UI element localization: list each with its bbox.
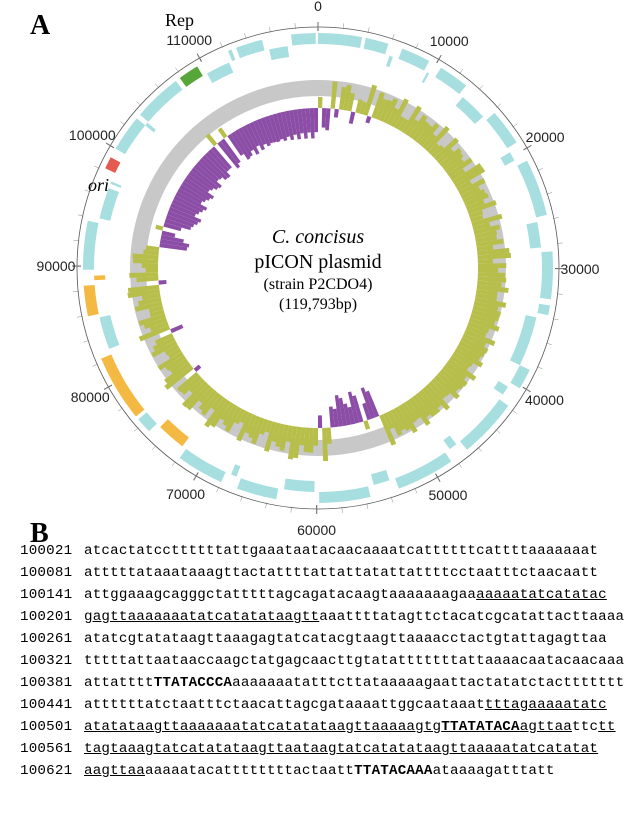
sequence-run: aaaaatacattttttttactaatt xyxy=(145,763,354,779)
tick-label: 100000 xyxy=(69,127,116,143)
sequence-run: agttaa xyxy=(520,719,572,735)
tick-label: 40000 xyxy=(525,392,564,408)
sequence-run: attggaaagcagggctatttttagcagatacaagtaaaaa… xyxy=(84,587,476,603)
center-line4: (119,793bp) xyxy=(208,295,428,315)
sequence-run: aaattttatagttctacatcgcatattacttaaaa xyxy=(319,609,624,625)
sequence-row: 100021atcactatccttttttattgaaataatacaacaa… xyxy=(20,540,624,562)
tick-label: 90000 xyxy=(37,258,76,274)
tick-label: 110000 xyxy=(166,32,212,48)
sequence-run: attttttatctaatttctaacattagcgataaaattggca… xyxy=(84,697,485,713)
tick-label: 0 xyxy=(314,0,322,14)
center-line3: (strain P2CDO4) xyxy=(208,275,428,295)
sequence-row: 100081atttttataaataaagttactattttattattat… xyxy=(20,562,624,584)
sequence-run: tagtaaagtatcatatataagttaataagtatcatatata… xyxy=(84,741,598,757)
sequence-row: 100201gagttaaaaaaatatcatatataagttaaatttt… xyxy=(20,606,624,628)
sequence-run: atatcgtatataagttaaagagtatcatacgtaagttaaa… xyxy=(84,631,607,647)
sequence-position: 100441 xyxy=(20,694,84,716)
sequence-run: atatataagttaaaaaaatatcatatataagttaaaaagt… xyxy=(84,719,441,735)
sequence-position: 100381 xyxy=(20,672,84,694)
sequence-run: attatttt xyxy=(84,675,154,691)
sequence-run: aaaaaaatatttcttataaaaagaattactatatctactt… xyxy=(232,675,624,691)
sequence-position: 100081 xyxy=(20,562,84,584)
sequence-run: aaaaatatcatatac xyxy=(476,587,607,603)
sequence-position: 100201 xyxy=(20,606,84,628)
sequence-row: 100561tagtaaagtatcatatataagttaataagtatca… xyxy=(20,738,624,760)
sequence-row: 100261atatcgtatataagttaaagagtatcatacgtaa… xyxy=(20,628,624,650)
sequence-motif: TTATATACA xyxy=(441,719,519,735)
sequence-position: 100021 xyxy=(20,540,84,562)
sequence-row: 100321tttttattaataaccaagctatgagcaacttgta… xyxy=(20,650,624,672)
tick-label: 20000 xyxy=(526,129,565,145)
sequence-run: tttttattaataaccaagctatgagcaacttgtatatttt… xyxy=(84,653,624,669)
tick-label: 50000 xyxy=(429,487,468,503)
sequence-run: ttc xyxy=(572,719,598,735)
sequence-row: 100141attggaaagcagggctatttttagcagatacaag… xyxy=(20,584,624,606)
sequence-row: 100621aagttaaaaaaatacattttttttactaattTTA… xyxy=(20,760,624,782)
sequence-run: atttttataaataaagttactattttattattatattatt… xyxy=(84,565,598,581)
sequence-row: 100441attttttatctaatttctaacattagcgataaaa… xyxy=(20,694,624,716)
sequence-position: 100321 xyxy=(20,650,84,672)
center-line2: pICON plasmid xyxy=(208,250,428,275)
sequence-run: tt xyxy=(598,719,615,735)
tick-label: 70000 xyxy=(166,486,205,502)
sequence-position: 100261 xyxy=(20,628,84,650)
sequence-run: tttagaaaaatatc xyxy=(485,697,607,713)
sequence-run: atcactatccttttttattgaaataatacaacaaaatcat… xyxy=(84,543,598,559)
tick-label: 60000 xyxy=(297,522,336,538)
tick-label: 10000 xyxy=(430,33,469,49)
sequence-run: aagttaa xyxy=(84,763,145,779)
sequence-row: 100501atatataagttaaaaaaatatcatatataagtta… xyxy=(20,716,624,738)
sequence-row: 100381attattttTTATACCCAaaaaaaatatttcttat… xyxy=(20,672,624,694)
sequence-position: 100141 xyxy=(20,584,84,606)
center-title: C. concisus pICON plasmid (strain P2CDO4… xyxy=(208,225,428,315)
ori-label: ori xyxy=(88,175,109,196)
tick-label: 30000 xyxy=(561,261,600,277)
sequence-motif: TTATACCCA xyxy=(154,675,232,691)
sequence-position: 100621 xyxy=(20,760,84,782)
sequence-block: 100021atcactatccttttttattgaaataatacaacaa… xyxy=(20,540,624,782)
center-line1: C. concisus xyxy=(208,225,428,250)
sequence-position: 100501 xyxy=(20,716,84,738)
sequence-run: gagttaaaaaaatatcatatataagtt xyxy=(84,609,319,625)
sequence-position: 100561 xyxy=(20,738,84,760)
tick-label: 80000 xyxy=(71,389,110,405)
sequence-run: ataaaagatttatt xyxy=(433,763,555,779)
sequence-motif: TTATACAAA xyxy=(354,763,432,779)
